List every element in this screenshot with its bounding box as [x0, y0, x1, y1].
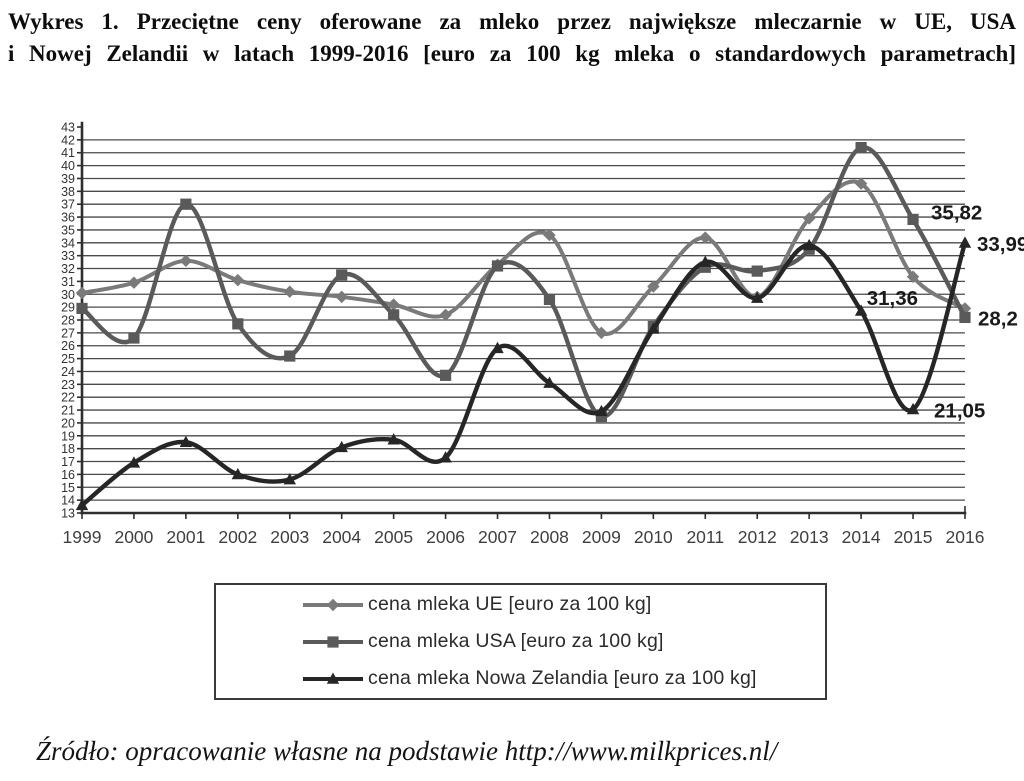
svg-text:27: 27	[61, 326, 75, 340]
svg-text:2011: 2011	[686, 527, 724, 547]
svg-text:2012: 2012	[738, 527, 777, 547]
svg-text:29: 29	[61, 301, 75, 315]
data-label-usa: 35,82	[931, 201, 982, 224]
legend-label-nz: cena mleka Nowa Zelandia [euro za 100 kg…	[368, 667, 757, 689]
svg-text:2008: 2008	[530, 527, 569, 547]
legend-item-usa: cena mleka USA [euro za 100 kg]	[302, 623, 825, 660]
svg-text:2014: 2014	[842, 527, 881, 547]
svg-text:2013: 2013	[790, 527, 829, 547]
svg-text:20: 20	[61, 416, 75, 430]
chart-title: Wykres 1. Przeciętne ceny oferowane za m…	[8, 6, 1016, 70]
svg-text:26: 26	[61, 339, 75, 353]
chart-title-line-1: Wykres 1. Przeciętne ceny oferowane za m…	[8, 9, 1016, 34]
series-line-ue	[75, 177, 972, 340]
svg-text:38: 38	[61, 185, 75, 199]
svg-text:22: 22	[61, 391, 75, 405]
x-axis-labels: 1999 2000 2001 2002 2003 2004 2005 2006 2007 2008…	[63, 527, 985, 547]
data-label-usa: 28,2	[978, 307, 1018, 330]
chart-legend: cena mleka UE [euro za 100 kg] cena mleka…	[214, 583, 827, 700]
diamond-marker-icon	[303, 598, 363, 611]
svg-text:2002: 2002	[218, 527, 257, 547]
svg-text:2004: 2004	[322, 527, 361, 547]
svg-text:43: 43	[61, 121, 75, 135]
legend-label-ue: cena mleka UE [euro za 100 kg]	[368, 593, 652, 615]
data-labels: 35,82 33,99 31,36 28,2 21,05	[867, 201, 1024, 422]
svg-text:34: 34	[61, 236, 75, 250]
data-label-nz: 21,05	[934, 399, 985, 422]
svg-text:2005: 2005	[374, 527, 413, 547]
svg-text:30: 30	[61, 288, 75, 302]
svg-text:18: 18	[61, 442, 75, 456]
svg-text:41: 41	[61, 146, 75, 160]
svg-text:32: 32	[61, 262, 75, 276]
data-label-ue: 31,36	[867, 287, 918, 310]
svg-text:23: 23	[61, 378, 75, 392]
svg-text:24: 24	[61, 365, 75, 379]
svg-text:16: 16	[61, 468, 75, 482]
svg-text:28: 28	[61, 314, 75, 328]
axis-ticks	[77, 126, 966, 519]
svg-text:40: 40	[61, 159, 75, 173]
svg-text:2001: 2001	[166, 527, 205, 547]
svg-text:2015: 2015	[894, 527, 933, 547]
svg-text:19: 19	[61, 429, 75, 443]
data-label-nz: 33,99	[977, 233, 1024, 256]
svg-text:39: 39	[61, 172, 75, 186]
svg-text:15: 15	[61, 481, 75, 495]
svg-text:1999: 1999	[63, 527, 102, 547]
axes	[80, 121, 967, 515]
legend-item-ue: cena mleka UE [euro za 100 kg]	[302, 586, 825, 623]
svg-text:2006: 2006	[426, 527, 465, 547]
square-marker-icon	[303, 635, 363, 648]
svg-text:36: 36	[61, 211, 75, 225]
svg-text:2009: 2009	[582, 527, 621, 547]
svg-text:13: 13	[61, 507, 75, 521]
svg-text:42: 42	[61, 133, 75, 147]
svg-text:14: 14	[61, 494, 75, 508]
svg-text:2007: 2007	[478, 527, 517, 547]
svg-text:25: 25	[61, 352, 75, 366]
legend-label-usa: cena mleka USA [euro za 100 kg]	[368, 630, 664, 652]
series-line-nz	[75, 236, 972, 511]
svg-text:35: 35	[61, 223, 75, 237]
svg-text:2000: 2000	[114, 527, 153, 547]
triangle-marker-icon	[303, 672, 363, 684]
svg-text:37: 37	[61, 198, 75, 212]
svg-text:21: 21	[61, 404, 75, 418]
svg-text:2010: 2010	[634, 527, 673, 547]
svg-text:33: 33	[61, 249, 75, 263]
svg-text:17: 17	[61, 455, 75, 469]
svg-text:31: 31	[61, 275, 75, 289]
svg-text:2016: 2016	[946, 527, 985, 547]
svg-text:2003: 2003	[270, 527, 309, 547]
y-axis-labels: 1314151617181920212223242526272829303132…	[61, 121, 75, 521]
chart-title-line-2: i Nowej Zelandii w latach 1999-2016 [eur…	[8, 41, 1016, 66]
legend-item-nz: cena mleka Nowa Zelandia [euro za 100 kg…	[302, 660, 825, 697]
source-caption: Źródło: opracowanie własne na podstawie …	[36, 736, 778, 766]
